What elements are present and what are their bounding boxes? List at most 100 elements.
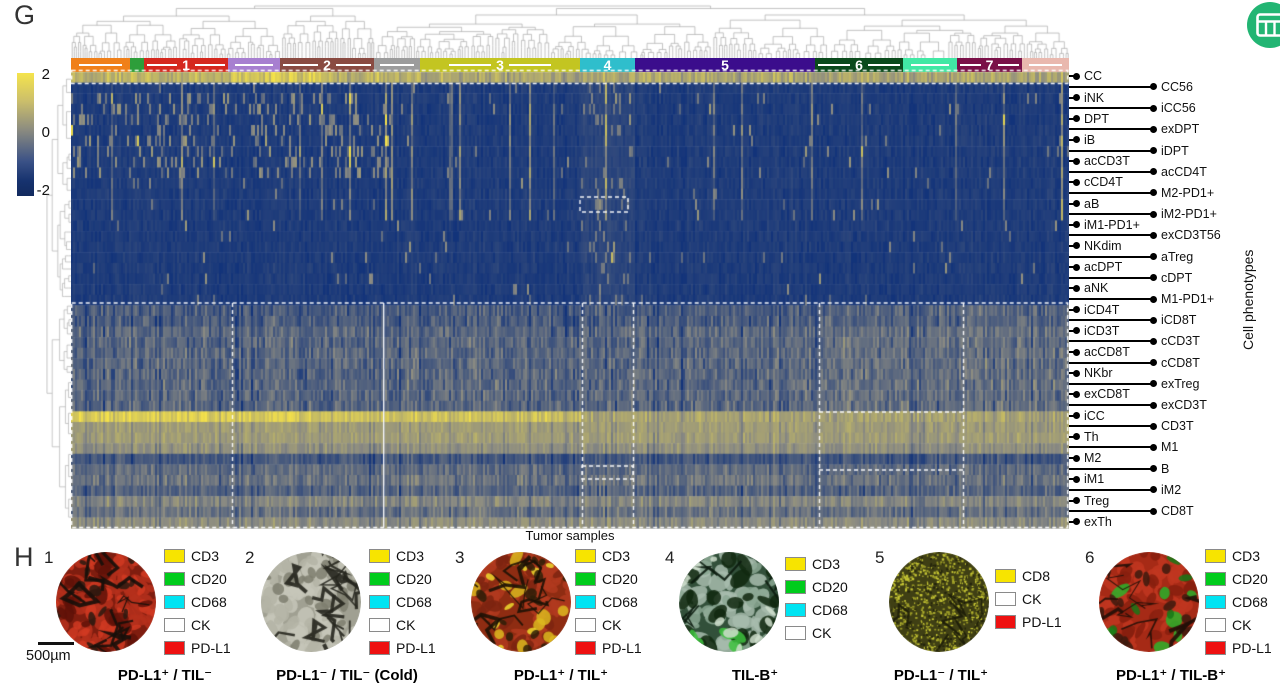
row-connector-dot: [1073, 284, 1080, 292]
legend-marker-label: CD20: [396, 570, 432, 587]
row-connector-dot: [1073, 157, 1080, 165]
row-connector-dot: [1150, 83, 1157, 91]
top-dendrogram: [71, 4, 1069, 58]
legend-swatch: [785, 556, 806, 571]
legend-item: CD20: [369, 570, 436, 587]
y-axis-label: Cell phenotypes: [1240, 249, 1256, 351]
legend-item: CK: [369, 617, 436, 633]
row-label: iCC56: [1161, 101, 1196, 116]
legend-marker-label: CD3: [812, 555, 841, 572]
cluster-segment-2: [130, 58, 144, 72]
row-label: exCD3T: [1161, 398, 1207, 413]
row-connector-dot: [1150, 253, 1157, 261]
row-connector-line: [1069, 329, 1074, 332]
legend-marker-label: CK: [1022, 590, 1042, 607]
tissue-image: [679, 552, 779, 652]
legend-swatch: [785, 602, 806, 617]
row-connector-line: [1069, 107, 1151, 110]
row-label: exTh: [1084, 514, 1112, 529]
legend-item: CD3: [1205, 548, 1272, 564]
legend-swatch: [369, 640, 390, 655]
row-label: exTreg: [1161, 376, 1200, 391]
phenotype-label: PD-L1⁺ / TIL⁻: [117, 667, 213, 684]
cluster-dash: [147, 63, 178, 67]
sample-number: 5: [875, 548, 885, 567]
row-connector-line: [1069, 361, 1151, 364]
legend-item: CK: [995, 590, 1062, 607]
row-label: CC: [1084, 69, 1103, 84]
row-connector-line: [1069, 478, 1074, 481]
cluster-segment-8: 4: [580, 58, 635, 72]
row-connector-dot: [1150, 465, 1157, 473]
legend-swatch: [164, 617, 185, 632]
tissue-image: [471, 552, 571, 652]
row-connector-dot: [1150, 274, 1157, 282]
colorbar: [17, 73, 34, 196]
legend-item: CD8: [995, 568, 1062, 584]
row-connector-line: [1069, 488, 1151, 491]
legend-marker-label: CD20: [1232, 570, 1268, 587]
cluster-dash: [867, 63, 901, 67]
phenotype-label: TIL-B⁺: [731, 667, 779, 684]
row-connector-dot: [1073, 433, 1080, 441]
legend-swatch: [1205, 571, 1226, 586]
sample-number: 2: [245, 548, 255, 567]
row-connector-line: [1069, 202, 1074, 205]
legend-swatch: [1205, 594, 1226, 609]
row-connector-dot: [1073, 475, 1080, 483]
row-connector-line: [1069, 244, 1074, 247]
legend-marker-label: CD68: [812, 601, 848, 618]
row-label: iCD3T: [1084, 323, 1120, 338]
legend-item: CD68: [1205, 593, 1272, 610]
cluster-line: [235, 63, 273, 67]
cluster-line: [1028, 63, 1063, 67]
legend-swatch: [164, 594, 185, 609]
row-connector-line: [1069, 435, 1074, 438]
row-connector-line: [1069, 382, 1151, 385]
row-connector-line: [1069, 170, 1151, 173]
legend-item: PD-L1: [1205, 640, 1272, 656]
cluster-dash: [335, 63, 372, 67]
cluster-dash: [998, 63, 1020, 67]
row-label: exCD3T56: [1161, 228, 1221, 243]
legend-marker-label: CD68: [1232, 593, 1268, 610]
row-connector-line: [1069, 351, 1074, 354]
table-icon[interactable]: [1247, 2, 1280, 48]
cluster-line: [79, 63, 122, 67]
row-connector-line: [1069, 298, 1151, 300]
legend-swatch: [1205, 548, 1226, 563]
legend-marker-label: CK: [1232, 616, 1252, 633]
row-connector-dot: [1073, 72, 1080, 80]
row-connector-line: [1069, 404, 1151, 407]
row-label: iM1-PD1+: [1084, 217, 1140, 232]
row-connector-dot: [1073, 242, 1080, 250]
row-connector-dot: [1073, 390, 1080, 398]
legend-item: PD-L1: [369, 640, 436, 656]
row-connector-line: [1069, 446, 1151, 449]
legend-marker-label: CK: [191, 616, 211, 633]
cluster-dash: [449, 63, 492, 67]
row-label: iNK: [1084, 90, 1105, 105]
legend-swatch: [575, 640, 596, 655]
legend-swatch: [575, 548, 596, 563]
row-connector-dot: [1150, 443, 1157, 451]
sample-number: 3: [455, 548, 465, 567]
row-label: iM2: [1161, 482, 1182, 497]
row-connector-line: [1069, 340, 1151, 343]
legend-item: CD3: [164, 548, 231, 564]
legend-item: CK: [1205, 616, 1272, 633]
cluster-segment-13: [1022, 58, 1069, 72]
colorbar-tick-mid: 0: [20, 124, 50, 141]
row-label: cCD8T: [1161, 355, 1200, 370]
row-connector-line: [1069, 138, 1074, 141]
row-connector-dot: [1150, 189, 1157, 197]
legend-swatch: [995, 614, 1016, 629]
legend-marker-label: CD3: [602, 547, 631, 564]
table-glyph: [1256, 13, 1280, 37]
row-label: iCC: [1084, 408, 1105, 423]
legend-item: PD-L1: [575, 640, 642, 656]
row-label: cCD4T: [1084, 175, 1123, 190]
scale-bar: [38, 642, 74, 645]
legend-item: CK: [785, 625, 848, 641]
legend-swatch: [995, 591, 1016, 606]
